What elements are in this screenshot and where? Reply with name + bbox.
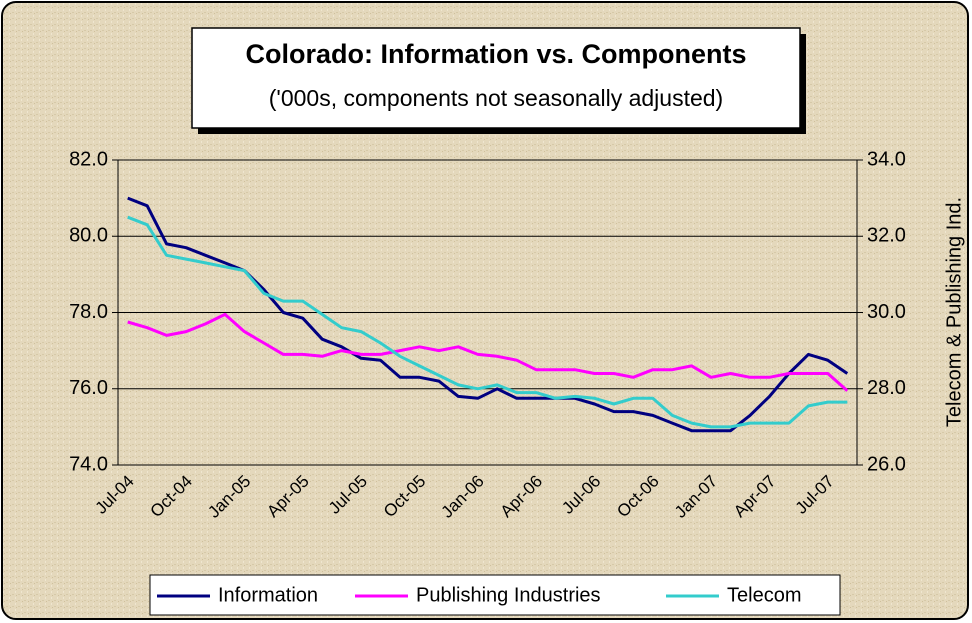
legend-box [149,574,841,616]
y-tick-label: 80.0 [69,225,108,247]
y2-tick-label: 30.0 [867,301,906,323]
chart-subtitle: ('000s, components not seasonally adjust… [269,85,723,111]
series-line [127,312,849,392]
y-tick-label: 74.0 [69,453,108,475]
legend-label: Telecom [727,584,801,606]
y2-tick-label: 34.0 [867,148,906,170]
series-line [127,215,848,429]
y-tick-label: 82.0 [69,148,108,170]
title-box [191,27,801,129]
y2-tick-label: 26.0 [867,453,906,475]
y2-axis-label: Telecom & Publishing Ind. [943,197,965,427]
y2-tick-label: 28.0 [867,377,906,399]
y2-tick-label: 32.0 [867,225,906,247]
chart-title: Colorado: Information vs. Components [245,39,746,69]
legend-label: Publishing Industries [416,584,601,606]
legend-label: Information [218,584,318,606]
y-tick-label: 76.0 [69,377,108,399]
y-tick-label: 78.0 [69,301,108,323]
